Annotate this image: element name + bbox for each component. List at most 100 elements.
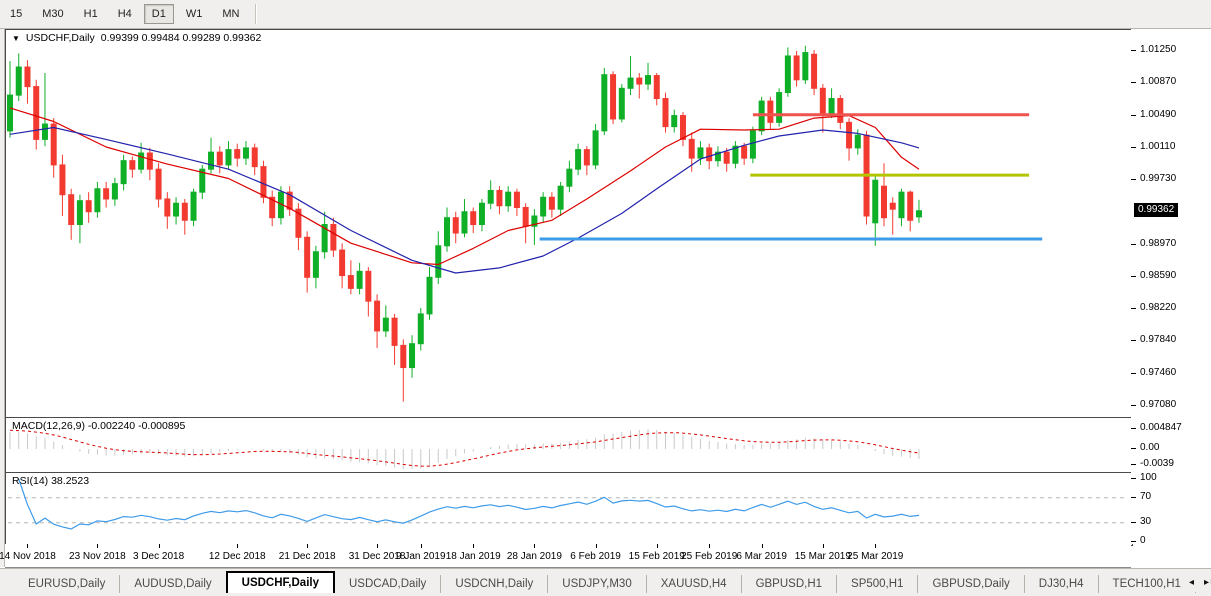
candle (208, 137, 215, 174)
date-axis-label: 14 Nov 2018 (0, 551, 56, 562)
candle (269, 190, 276, 227)
candle-body (854, 134, 861, 149)
candle (155, 163, 162, 208)
macd-chart[interactable] (6, 418, 1130, 470)
candle (470, 207, 477, 234)
candle (496, 186, 503, 215)
date-tick (97, 544, 99, 548)
candlestick-chart[interactable] (6, 30, 1130, 415)
candle-body (470, 211, 477, 226)
price-axis-label: 1.01250 (1140, 44, 1177, 55)
price-tick (1131, 114, 1136, 116)
candle (225, 141, 232, 170)
candle (767, 96, 774, 130)
chart-tab-eurusd[interactable]: EURUSD,Daily (28, 578, 106, 590)
rsi-scale-label: 30 (1140, 515, 1152, 527)
candle (321, 211, 328, 259)
candle-body (723, 151, 730, 164)
rsi-indicator-panel[interactable]: RSI(14) 38.2523 (5, 472, 1133, 546)
chart-tab-usdcnh[interactable]: USDCNH,Daily (440, 575, 547, 594)
tab-scroll-left-icon[interactable]: ◂ (1188, 576, 1194, 588)
candle-body (601, 74, 608, 132)
candle (881, 163, 887, 227)
rsi-scale-tick (1131, 521, 1136, 523)
date-tick (473, 544, 475, 548)
timeframe-button-w1[interactable]: W1 (185, 8, 203, 20)
price-axis-label: 0.98590 (1140, 270, 1177, 282)
price-tick (1131, 244, 1136, 246)
candle (610, 71, 617, 125)
candle-body (540, 196, 547, 217)
candle-body (741, 145, 748, 159)
candle-body (365, 270, 372, 302)
chart-tab-xauusd[interactable]: XAUUSD,H4 (645, 575, 741, 594)
timeframe-button-h1[interactable]: H1 (83, 8, 98, 20)
candle-body (802, 52, 809, 81)
candle (41, 72, 48, 147)
candle (592, 124, 599, 170)
candle (863, 130, 870, 225)
chart-tab-audusd[interactable]: AUDUSD,Daily (119, 575, 225, 594)
chart-dropdown-icon[interactable]: ▼ (12, 33, 20, 43)
candle (304, 231, 311, 293)
price-tick (1131, 340, 1136, 342)
timeframe-button-mn[interactable]: MN (222, 8, 240, 20)
candle-body (749, 130, 756, 159)
candle-body (846, 121, 853, 149)
candle-body (819, 87, 826, 115)
candle (540, 192, 547, 223)
macd-indicator-panel[interactable]: MACD(12,26,9) -0.002240 -0.000895 (5, 417, 1133, 473)
candle-body (181, 202, 188, 221)
candle (478, 198, 485, 232)
chart-tab-dj30[interactable]: DJ30,H4 (1023, 575, 1098, 594)
candle (68, 188, 75, 240)
candle-body (409, 343, 416, 369)
candle-body (496, 189, 503, 207)
candle (365, 267, 372, 317)
candle (409, 335, 416, 378)
candle-body (85, 200, 92, 213)
candle-body (610, 74, 617, 120)
macd-label: MACD(12,26,9) -0.002240 -0.000895 (12, 420, 186, 432)
rsi-chart[interactable] (6, 473, 1130, 543)
candle-body (269, 196, 276, 219)
candle-body (627, 77, 634, 89)
candle-body (190, 191, 197, 221)
candle (426, 267, 433, 320)
rsi-scale-tick (1131, 478, 1136, 479)
timeframe-button-d1[interactable]: D1 (143, 4, 174, 24)
price-axis-label: 0.98220 (1140, 301, 1177, 313)
tab-scroll-right-icon[interactable]: ▸ (1203, 576, 1209, 588)
ma-slow-line (9, 126, 920, 274)
candle (776, 88, 783, 127)
candle (199, 164, 206, 199)
timeframe-button-h4[interactable]: H4 (117, 8, 132, 20)
chart-tab-sp500[interactable]: SP500,H1 (836, 575, 917, 594)
date-axis-label: 9 Jan 2019 (396, 551, 446, 562)
candle (714, 146, 721, 167)
chart-tab-tech100[interactable]: TECH100,H1 (1097, 575, 1195, 594)
candle (94, 181, 101, 218)
candle (435, 231, 442, 285)
candle (732, 141, 739, 169)
candle-body (33, 86, 40, 140)
timeframe-button-m30[interactable]: M30 (42, 8, 64, 20)
candle-body (225, 149, 232, 166)
chart-tab-usdchf[interactable]: USDCHF,Daily (225, 571, 335, 594)
price-axis-label: 1.00110 (1140, 141, 1176, 153)
candle (811, 50, 818, 96)
date-axis: 14 Nov 2018 23 Nov 2018 3 Dec 2018 12 Dec 2… (0, 544, 1131, 568)
price-chart-panel[interactable]: ▼ USDCHF,Daily 0.99399 0.99484 0.99289 0… (5, 29, 1133, 418)
chart-tab-gbpusd[interactable]: GBPUSD,Daily (917, 575, 1023, 594)
candle (146, 147, 153, 181)
chart-tab-usdcad[interactable]: USDCAD,Daily (348, 578, 427, 590)
timeframe-button-15[interactable]: 15 (10, 8, 23, 20)
candle (7, 61, 13, 138)
status-strip (0, 593, 1211, 596)
candle-body (679, 115, 686, 140)
candle-body (444, 217, 450, 247)
candle-body (76, 200, 83, 226)
chart-tab-gbpusd[interactable]: GBPUSD,H1 (740, 575, 836, 594)
candle (662, 92, 669, 133)
chart-tab-usdjpy[interactable]: USDJPY,M30 (547, 575, 645, 594)
